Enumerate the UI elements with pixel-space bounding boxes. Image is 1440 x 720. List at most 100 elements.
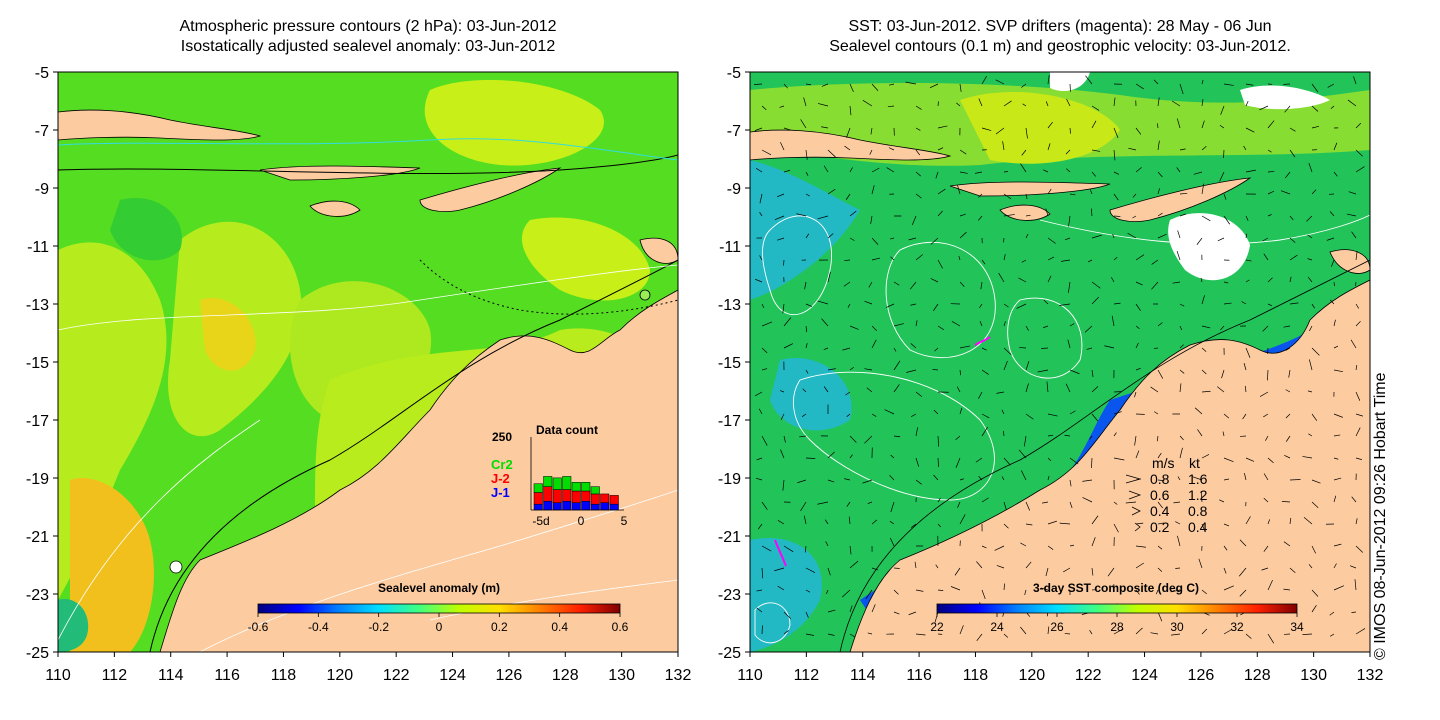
velocity-arrow	[864, 368, 873, 371]
right-panel-title: SST: 03-Jun-2012. SVP drifters (magenta)…	[750, 17, 1370, 57]
velocity-arrow	[950, 586, 961, 591]
svp-drifter-track[interactable]	[774, 539, 787, 567]
velocity-arrow	[1059, 303, 1071, 306]
velocity-arrow	[1267, 171, 1275, 173]
sealevel-contours	[754, 214, 1370, 644]
velocity-arrow	[1064, 237, 1071, 241]
velocity-arrow	[1355, 250, 1358, 261]
count-bar-segment	[600, 502, 610, 511]
velocity-arrow	[805, 83, 812, 86]
velocity-arrow	[1329, 611, 1335, 616]
velocity-arrow	[1245, 347, 1251, 358]
right-map[interactable]	[750, 72, 1370, 652]
velocity-arrow	[1333, 477, 1342, 481]
velocity-arrow	[932, 303, 939, 312]
velocity-arrow	[1091, 296, 1100, 305]
count-bar-segment	[533, 503, 543, 511]
cloud-patch	[1050, 72, 1090, 92]
velocity-arrow	[937, 210, 943, 217]
velocity-arrow	[1135, 254, 1145, 261]
velocity-arrow	[846, 413, 851, 417]
velocity-arrow	[1134, 435, 1137, 446]
velocity-arrow	[1311, 604, 1317, 613]
y-tick-label: -5	[35, 65, 49, 82]
velocity-arrow	[774, 567, 785, 572]
velocity-arrow	[780, 413, 785, 420]
velocity-arrow	[1355, 413, 1364, 417]
y-tick-label: -23	[26, 587, 49, 604]
x-tick-label: 126	[1188, 667, 1215, 684]
velocity-arrow	[805, 369, 809, 374]
left-land	[58, 109, 678, 652]
velocity-arrow	[1021, 259, 1027, 263]
velocity-arrow	[1003, 347, 1012, 356]
velocity-arrow	[1173, 501, 1181, 504]
velocity-arrow	[1157, 369, 1164, 379]
sealevel-contour	[793, 371, 995, 501]
right-colorbar-ticks: 22 24 26 28 30 32 34	[930, 613, 1304, 634]
velocity-arrow	[783, 630, 789, 635]
station-marker[interactable]	[169, 560, 183, 574]
velocity-arrow	[909, 281, 917, 290]
velocity-arrow	[1025, 127, 1028, 139]
velocity-arrow	[959, 407, 963, 415]
velocity-arrow	[1003, 501, 1007, 511]
velocity-arrow	[910, 413, 917, 418]
velocity-arrow	[1068, 281, 1071, 293]
velocity-arrow	[1223, 567, 1227, 574]
velocity-arrow	[754, 278, 763, 283]
left-map[interactable]	[58, 72, 678, 652]
velocity-arrow	[1223, 629, 1232, 635]
velocity-arrow	[937, 435, 939, 447]
velocity-arrow	[1177, 230, 1181, 239]
station-marker[interactable]	[639, 289, 651, 301]
velocity-arrow	[1047, 520, 1057, 525]
velocity-arrow	[1016, 303, 1027, 309]
velocity-arrow	[1333, 413, 1343, 418]
velocity-arrow	[1091, 105, 1100, 111]
velocity-arrow	[1091, 386, 1099, 393]
velocity-arrow	[1351, 231, 1357, 239]
velocity-arrow	[849, 325, 859, 330]
y-tick-label: -7	[727, 123, 741, 140]
velocity-arrow	[1135, 303, 1141, 311]
velocity-arrow	[1135, 367, 1141, 371]
velocity-arrow	[1220, 325, 1225, 331]
velocity-arrow	[1025, 193, 1028, 199]
velocity-legend-ms: 0.8	[1150, 471, 1170, 487]
velocity-arrow	[1179, 192, 1188, 195]
right-title-line2: Sealevel contours (0.1 m) and geostrophi…	[829, 38, 1291, 55]
velocity-arrow	[1267, 579, 1273, 591]
velocity-arrow	[1069, 193, 1076, 196]
velocity-arrow	[817, 103, 829, 107]
count-bar-segment	[581, 482, 591, 492]
velocity-arrow	[823, 386, 829, 393]
velocity-arrow	[1245, 457, 1255, 462]
velocity-arrow	[959, 213, 966, 217]
velocity-arrow	[976, 633, 983, 642]
velocity-arrow	[1239, 589, 1247, 597]
velocity-arrow	[1046, 381, 1049, 393]
velocity-arrow	[937, 147, 944, 151]
velocity-legend-kt: 0.4	[1188, 519, 1208, 535]
velocity-arrow	[937, 457, 939, 468]
velocity-arrow	[1025, 361, 1030, 371]
velocity-arrow	[821, 126, 829, 129]
svp-drifter-track[interactable]	[974, 336, 991, 346]
velocity-arrow	[845, 193, 851, 200]
velocity-arrow	[937, 497, 941, 503]
colorbar-tick-label: 0.6	[612, 620, 629, 634]
velocity-arrow	[1157, 171, 1163, 178]
velocity-arrow	[1003, 583, 1005, 591]
velocity-arrow	[1003, 193, 1012, 200]
velocity-arrow	[915, 127, 921, 131]
velocity-arrow	[761, 303, 765, 309]
velocity-arrow	[1082, 497, 1093, 503]
isobar	[419, 259, 678, 315]
velocity-arrow	[1021, 470, 1027, 481]
velocity-arrow	[1333, 142, 1338, 151]
orange-patch	[200, 298, 256, 371]
velocity-legend-ms: 0.2	[1150, 519, 1170, 535]
velocity-arrow	[1003, 523, 1009, 529]
velocity-arrow	[1263, 413, 1269, 418]
